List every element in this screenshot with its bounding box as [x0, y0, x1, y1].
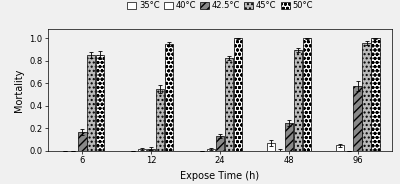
Bar — [354, 86, 362, 151]
Bar — [267, 143, 275, 151]
Bar — [87, 55, 96, 151]
Bar — [225, 58, 233, 151]
Bar — [362, 43, 371, 151]
Y-axis label: Mortality: Mortality — [14, 68, 24, 112]
Bar — [285, 123, 293, 151]
Bar — [207, 149, 215, 151]
Legend: 35°C, 40°C, 42.5°C, 45°C, 50°C: 35°C, 40°C, 42.5°C, 45°C, 50°C — [126, 0, 314, 12]
X-axis label: Expose Time (h): Expose Time (h) — [180, 171, 260, 181]
Bar — [216, 136, 224, 151]
Bar — [336, 145, 344, 151]
Bar — [294, 50, 302, 151]
Bar — [234, 38, 242, 151]
Bar — [371, 38, 380, 151]
Bar — [165, 44, 173, 151]
Bar — [78, 132, 86, 151]
Bar — [156, 89, 164, 151]
Bar — [302, 38, 311, 151]
Bar — [96, 55, 104, 151]
Bar — [147, 149, 155, 151]
Bar — [138, 149, 146, 151]
